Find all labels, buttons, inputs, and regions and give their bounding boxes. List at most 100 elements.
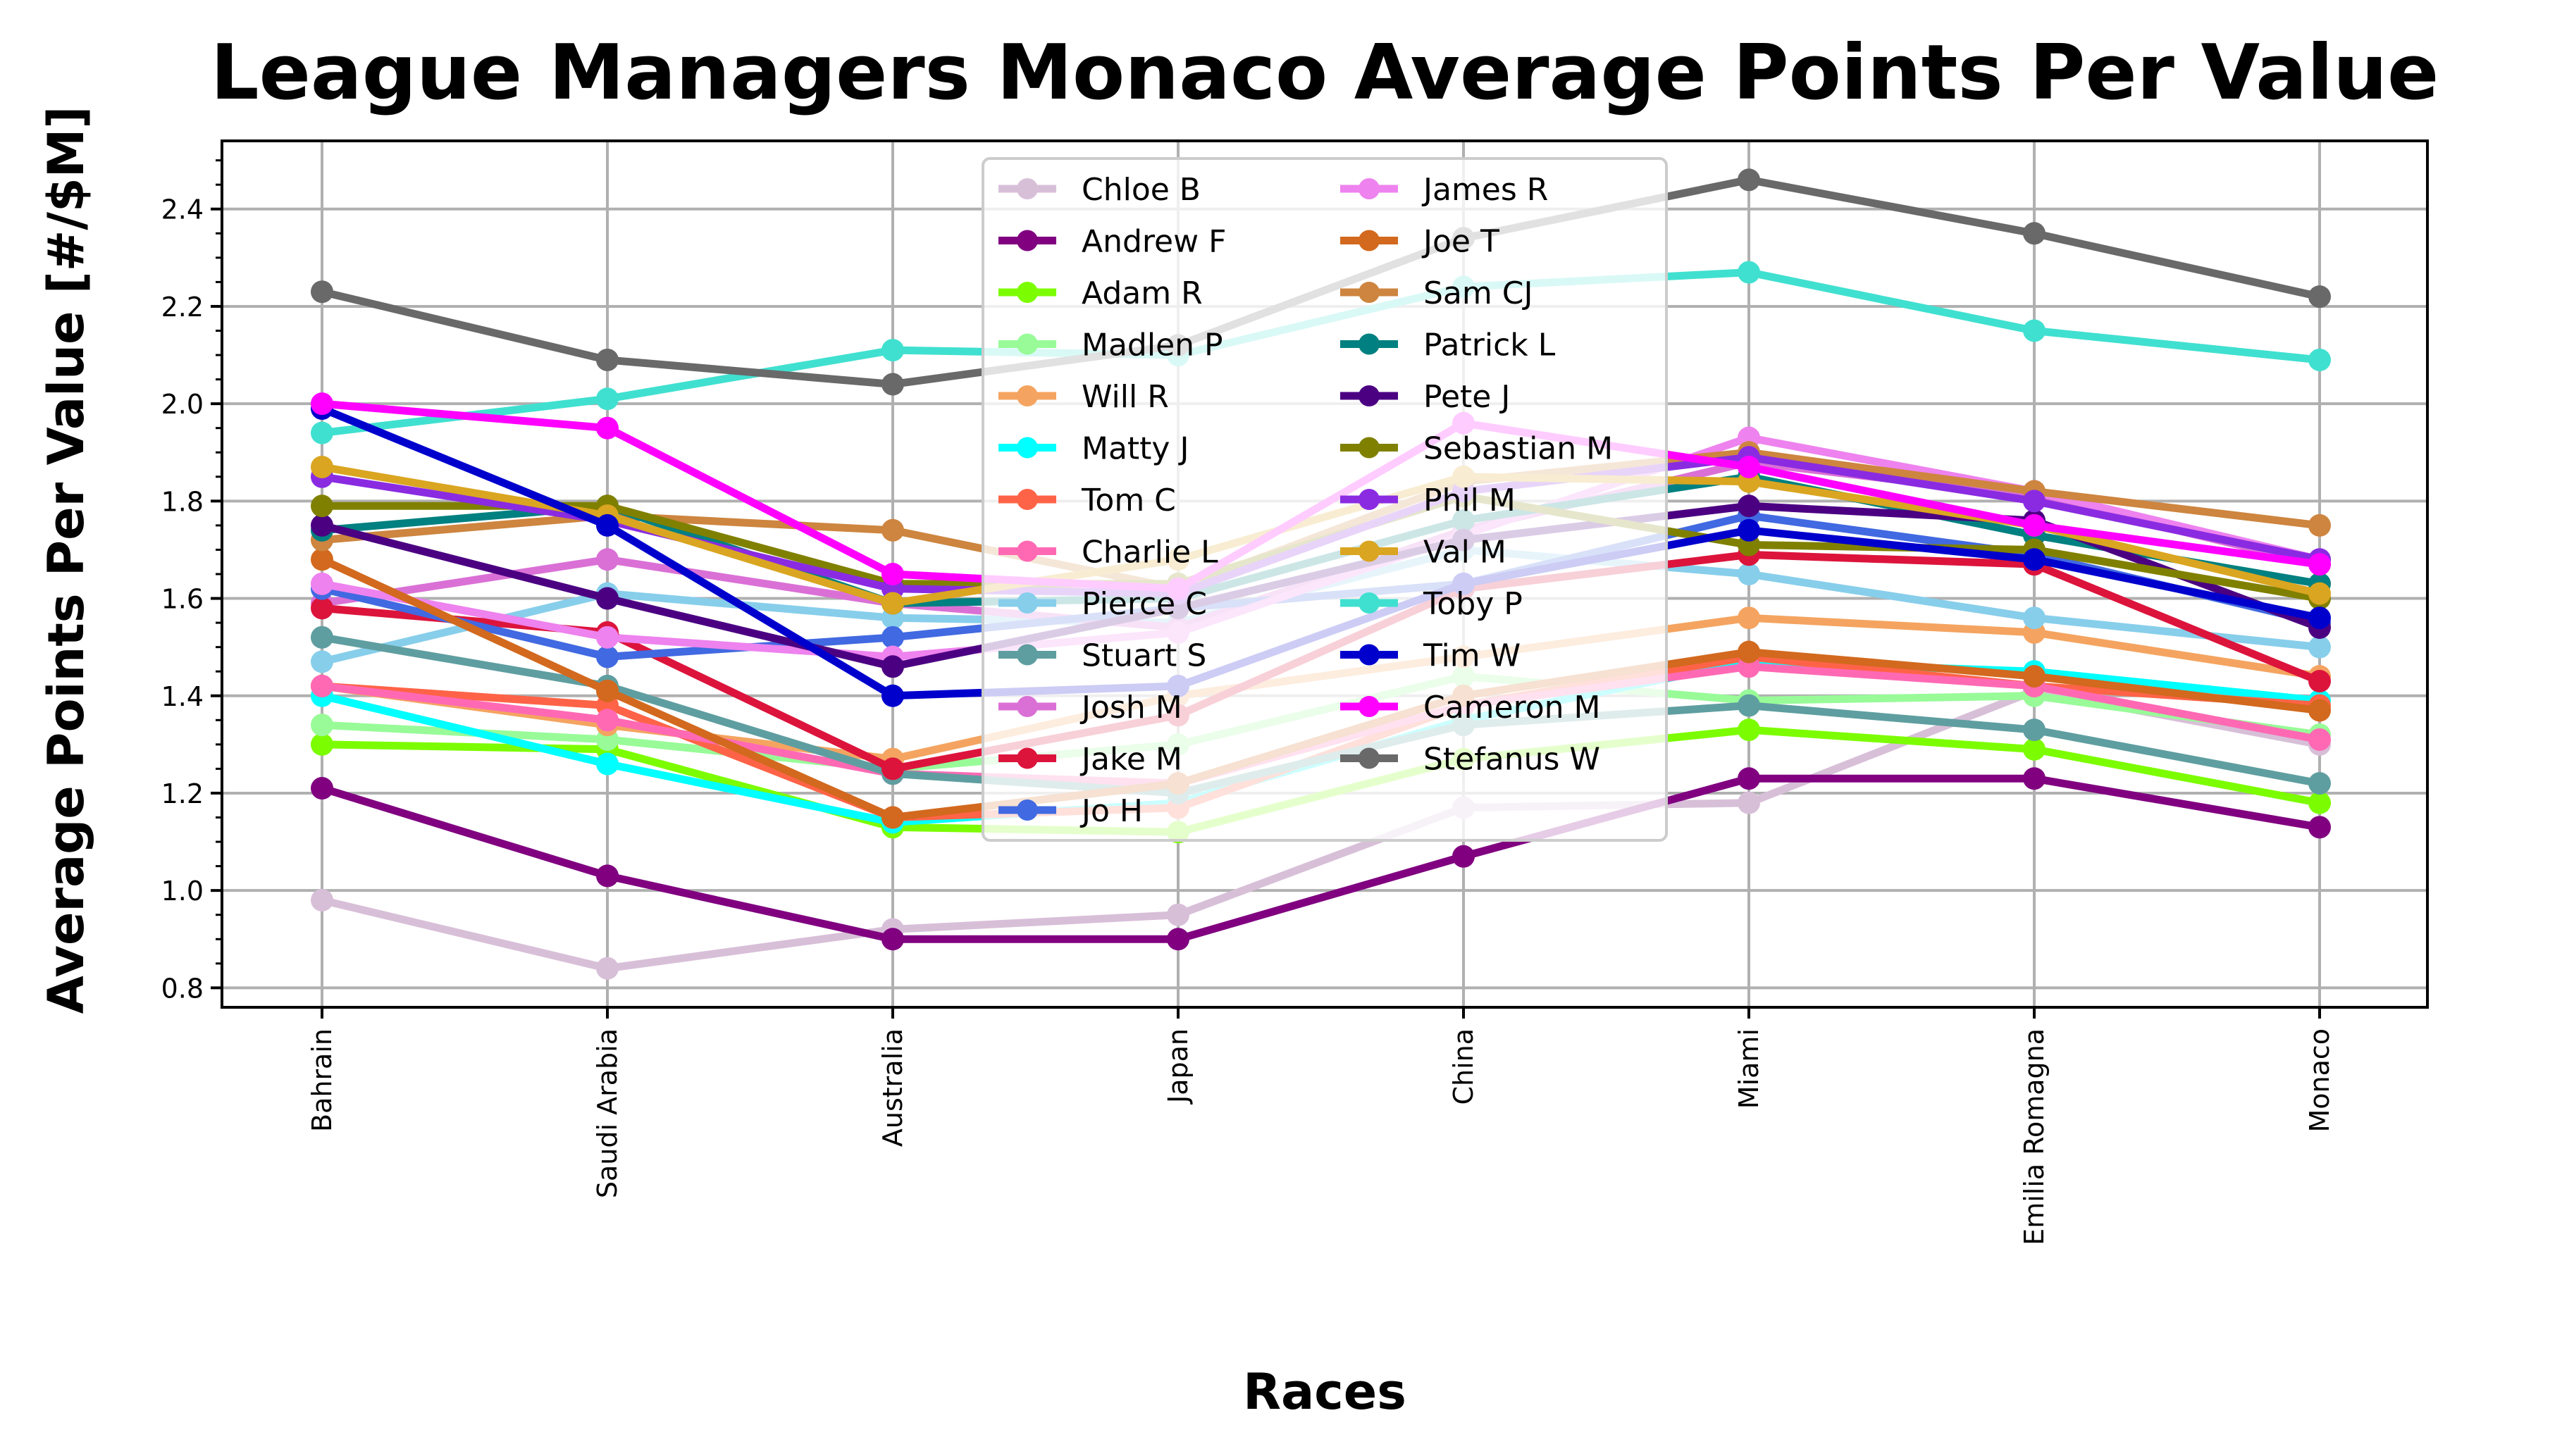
data-point: [2023, 665, 2046, 688]
legend-item: Stefanus W: [1340, 742, 1600, 778]
legend-item: Chloe B: [998, 172, 1201, 208]
data-point: [1452, 845, 1475, 868]
y-tick-label: 1.6: [161, 584, 204, 615]
data-point: [2023, 514, 2046, 537]
legend-item: Tim W: [1340, 638, 1521, 674]
data-point: [1738, 606, 1760, 630]
legend-marker: [1359, 385, 1380, 406]
y-tick-label: 0.8: [161, 973, 204, 1004]
data-point: [2308, 582, 2331, 605]
legend-item: Cameron M: [1340, 690, 1601, 726]
x-tick-label: Australia: [877, 1028, 908, 1147]
legend-item: Charlie L: [998, 535, 1218, 571]
legend-label: Sam CJ: [1423, 275, 1533, 311]
data-point: [1738, 455, 1760, 478]
legend-marker: [1017, 696, 1038, 717]
data-point: [2023, 718, 2046, 742]
data-point: [311, 650, 333, 673]
data-point: [2023, 738, 2046, 761]
legend-label: Joe T: [1421, 224, 1499, 260]
legend-item: Stuart S: [998, 638, 1206, 674]
data-point: [311, 548, 333, 571]
legend-marker: [1017, 385, 1038, 406]
data-point: [1738, 168, 1760, 192]
legend-item: Patrick L: [1340, 328, 1556, 363]
legend-marker: [1359, 644, 1380, 666]
data-point: [1167, 928, 1189, 951]
data-point: [2023, 606, 2046, 630]
legend-marker: [1359, 747, 1380, 769]
legend-label: Phil M: [1423, 483, 1516, 518]
data-point: [2023, 319, 2046, 342]
legend-item: Sebastian M: [1340, 431, 1613, 467]
data-point: [596, 626, 619, 649]
legend-item: Matty J: [998, 431, 1189, 467]
legend-marker: [1359, 282, 1380, 303]
x-tick-label: Bahrain: [307, 1028, 338, 1132]
y-tick-label: 1.4: [161, 681, 204, 712]
legend-marker: [1017, 230, 1038, 251]
legend-item: Will R: [998, 379, 1169, 415]
legend-label: Sebastian M: [1423, 431, 1613, 467]
legend-item: Phil M: [1340, 483, 1516, 518]
axis-ticks: 0.8 1.0 1.2 1.4 1.6 1.8 2.0 2.2 2.4 Bahrain Saudi …: [161, 159, 2335, 1245]
legend: Chloe B Andrew F Adam R Madlen P Will R Matty…: [982, 157, 1668, 842]
data-point: [311, 777, 333, 800]
data-point: [881, 655, 904, 678]
legend-marker: [1017, 178, 1038, 199]
legend-label: Josh M: [1079, 690, 1182, 726]
legend-item: Sam CJ: [1340, 275, 1533, 311]
data-point: [2308, 285, 2331, 309]
legend-label: Madlen P: [1082, 328, 1223, 363]
data-point: [596, 957, 619, 980]
legend-marker: [1359, 540, 1380, 562]
legend-marker: [1359, 696, 1380, 717]
series-andrew-f: [311, 767, 2331, 951]
legend-label: Jo H: [1079, 793, 1143, 829]
legend-item: Pierce C: [998, 586, 1207, 622]
data-point: [311, 626, 333, 649]
legend-label: Andrew F: [1082, 224, 1226, 260]
data-point: [1738, 563, 1760, 585]
x-tick-label: Saudi Arabia: [592, 1028, 623, 1198]
data-point: [2023, 767, 2046, 790]
data-point: [2023, 490, 2046, 513]
x-tick-label: Japan: [1163, 1028, 1194, 1105]
y-tick-label: 1.2: [161, 778, 204, 809]
legend-label: Toby P: [1423, 586, 1523, 622]
data-point: [2308, 606, 2331, 630]
legend-marker: [1017, 644, 1038, 666]
data-point: [1738, 767, 1760, 790]
data-point: [596, 752, 619, 776]
y-tick-label: 1.8: [161, 486, 204, 517]
y-axis-label: Average Points Per Value [#/$M]: [37, 106, 95, 1014]
legend-label: Cameron M: [1423, 690, 1601, 726]
data-point: [596, 416, 619, 440]
x-tick-label: Miami: [1733, 1028, 1764, 1109]
data-point: [596, 548, 619, 571]
data-point: [881, 518, 904, 542]
data-point: [1738, 694, 1760, 717]
data-point: [596, 387, 619, 411]
legend-marker: [1017, 540, 1038, 562]
legend-marker: [1359, 178, 1380, 199]
x-axis-label: Races: [1243, 1363, 1406, 1421]
legend-label: Stefanus W: [1423, 742, 1600, 778]
data-point: [2308, 514, 2331, 537]
data-point: [311, 597, 333, 620]
data-point: [2308, 816, 2331, 839]
legend-label: Patrick L: [1423, 328, 1556, 363]
legend-label: Matty J: [1082, 431, 1189, 467]
data-point: [596, 514, 619, 537]
data-point: [596, 348, 619, 371]
data-point: [881, 592, 904, 615]
legend-label: Chloe B: [1082, 172, 1201, 208]
data-point: [311, 514, 333, 537]
legend-marker: [1359, 230, 1380, 251]
data-point: [2308, 772, 2331, 795]
legend-marker: [1017, 799, 1038, 821]
series-line: [318, 687, 2324, 973]
legend-label: Adam R: [1082, 275, 1203, 311]
legend-marker: [1017, 592, 1038, 614]
legend-item: Jake M: [998, 742, 1182, 778]
